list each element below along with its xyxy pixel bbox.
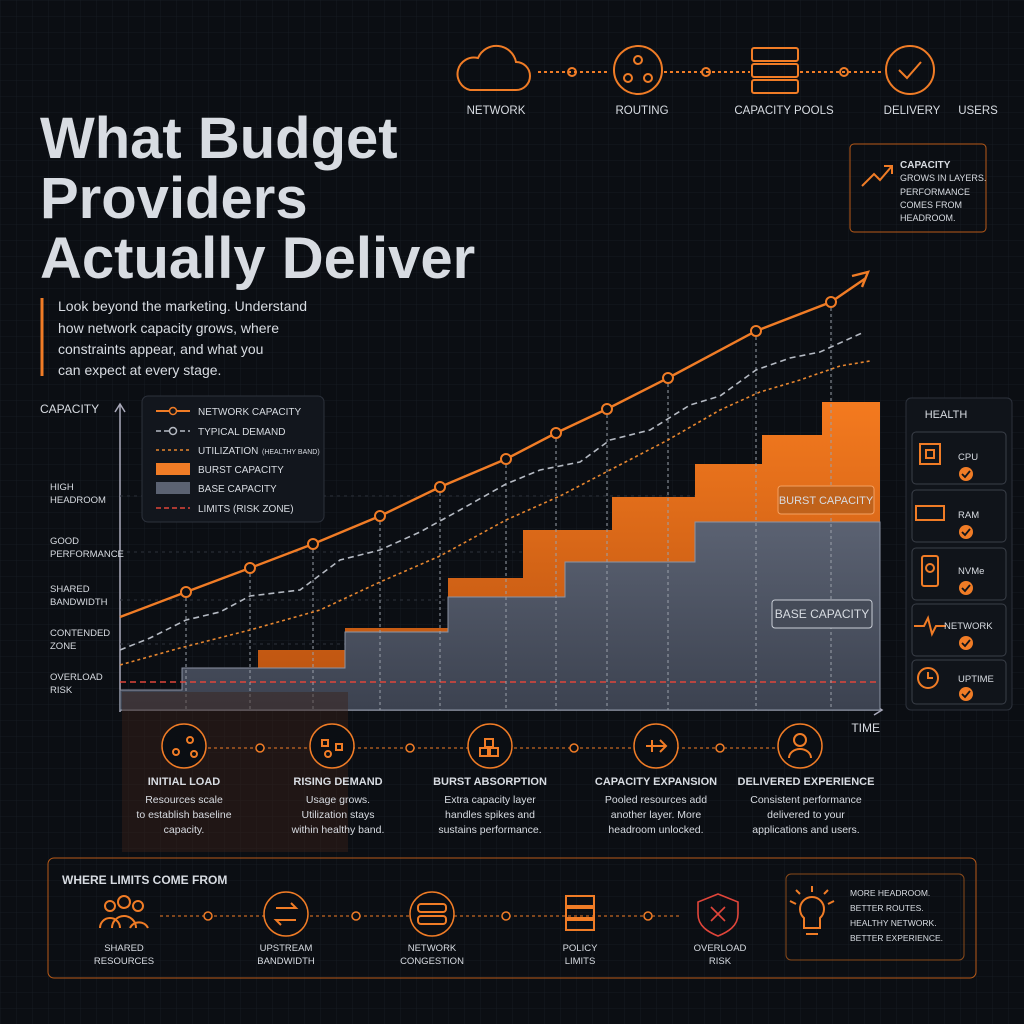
pipeline-icons bbox=[456, 44, 935, 95]
outcome-line: BETTER EXPERIENCE. bbox=[850, 933, 943, 943]
stage-line: handles spikes and bbox=[445, 809, 535, 821]
subtitle-line: Look beyond the marketing. Understand bbox=[58, 298, 307, 314]
stage-title: INITIAL LOAD bbox=[148, 776, 221, 788]
texts: NETWORK ROUTING CAPACITY POOLS DELIVERY USER… bbox=[40, 105, 998, 967]
callout-heading: CAPACITY bbox=[900, 160, 951, 171]
stage-title: BURST ABSORPTION bbox=[433, 776, 547, 788]
area-label: BURST CAPACITY bbox=[779, 495, 874, 507]
callout-line: PERFORMANCE bbox=[900, 187, 970, 197]
callout-line: GROWS IN LAYERS. bbox=[900, 173, 986, 183]
legend-label: TYPICAL DEMAND bbox=[198, 427, 285, 438]
limit-item: CONGESTION bbox=[400, 956, 464, 967]
legend-label: NETWORK CAPACITY bbox=[198, 407, 301, 418]
outcome-line: MORE HEADROOM. bbox=[850, 888, 930, 898]
stage-title: DELIVERED EXPERIENCE bbox=[738, 776, 875, 788]
limit-item: RISK bbox=[709, 956, 732, 967]
health-item: UPTIME bbox=[958, 674, 994, 685]
y-axis-label: CAPACITY bbox=[40, 402, 99, 416]
health-item: NETWORK bbox=[944, 621, 993, 632]
health-item: NVMe bbox=[958, 566, 984, 577]
stage-line: capacity. bbox=[164, 824, 205, 836]
pipeline-label: USERS bbox=[958, 105, 998, 117]
legend-label: UTILIZATION bbox=[198, 446, 258, 457]
zone-label: PERFORMANCE bbox=[50, 549, 124, 560]
health-panel bbox=[905, 397, 1013, 711]
stage-line: Utilization stays bbox=[302, 809, 375, 821]
pipeline-label: DELIVERY bbox=[884, 105, 941, 117]
title-line: Providers bbox=[40, 166, 308, 231]
outcome-line: HEALTHY NETWORK. bbox=[850, 918, 937, 928]
legend-label: BURST CAPACITY bbox=[198, 465, 284, 476]
limits-panel bbox=[47, 857, 977, 979]
title-line: Actually Deliver bbox=[40, 226, 475, 291]
stage-line: Pooled resources add bbox=[605, 794, 707, 806]
callout-line: COMES FROM bbox=[900, 200, 962, 210]
zone-label: BANDWIDTH bbox=[50, 597, 108, 608]
stage-title: RISING DEMAND bbox=[293, 776, 382, 788]
pipeline-label: NETWORK bbox=[467, 105, 526, 117]
subtitle-line: how network capacity grows, where bbox=[58, 320, 279, 336]
legend-label: LIMITS (RISK ZONE) bbox=[198, 504, 294, 515]
callout-line: HEADROOM. bbox=[900, 213, 956, 223]
pipeline-label: CAPACITY POOLS bbox=[734, 105, 834, 117]
zone-label: ZONE bbox=[50, 641, 76, 652]
zone-label: OVERLOAD bbox=[50, 672, 103, 683]
legend-label: BASE CAPACITY bbox=[198, 484, 277, 495]
stage-line: to establish baseline bbox=[136, 809, 231, 821]
health-item: RAM bbox=[958, 510, 979, 521]
limit-item: NETWORK bbox=[408, 943, 457, 954]
stage-line: Usage grows. bbox=[306, 794, 370, 806]
limit-item: UPSTREAM bbox=[260, 943, 313, 954]
chart-illustration bbox=[114, 270, 884, 716]
title-line: What Budget bbox=[40, 106, 398, 171]
health-title: HEALTH bbox=[925, 409, 968, 421]
zone-label: GOOD bbox=[50, 536, 79, 547]
zone-label: HEADROOM bbox=[50, 495, 106, 506]
stage-line: within healthy band. bbox=[291, 824, 385, 836]
zone-label: HIGH bbox=[50, 482, 74, 493]
stage-icons bbox=[122, 692, 823, 852]
subtitle-line: constraints appear, and what you bbox=[58, 341, 263, 357]
limit-item: LIMITS bbox=[565, 956, 596, 967]
stage-line: sustains performance. bbox=[438, 824, 541, 836]
stage-line: another layer. More bbox=[611, 809, 702, 821]
x-axis-label: TIME bbox=[851, 721, 880, 735]
callout-icon bbox=[861, 165, 893, 187]
stage-title: CAPACITY EXPANSION bbox=[595, 776, 717, 788]
area-label: BASE CAPACITY bbox=[775, 607, 869, 621]
limits-title: WHERE LIMITS COME FROM bbox=[62, 873, 227, 887]
callout-box bbox=[849, 143, 987, 233]
zone-label: RISK bbox=[50, 685, 73, 696]
outcome-line: BETTER ROUTES. bbox=[850, 903, 924, 913]
limit-item: OVERLOAD bbox=[694, 943, 747, 954]
legend-note: (HEALTHY BAND) bbox=[262, 449, 320, 456]
health-item: CPU bbox=[958, 452, 978, 463]
limit-item: SHARED bbox=[104, 943, 144, 954]
limit-item: POLICY bbox=[563, 943, 599, 954]
stage-line: Extra capacity layer bbox=[444, 794, 536, 806]
stage-line: headroom unlocked. bbox=[608, 824, 703, 836]
stage-line: Resources scale bbox=[145, 794, 223, 806]
pipeline-label: ROUTING bbox=[615, 105, 668, 117]
stage-line: applications and users. bbox=[752, 824, 859, 836]
zone-label: SHARED bbox=[50, 584, 90, 595]
limit-item: BANDWIDTH bbox=[257, 956, 315, 967]
subtitle-line: can expect at every stage. bbox=[58, 362, 221, 378]
zone-label: CONTENDED bbox=[50, 628, 110, 639]
stage-line: delivered to your bbox=[767, 809, 845, 821]
limit-item: RESOURCES bbox=[94, 956, 154, 967]
stage-line: Consistent performance bbox=[750, 794, 862, 806]
